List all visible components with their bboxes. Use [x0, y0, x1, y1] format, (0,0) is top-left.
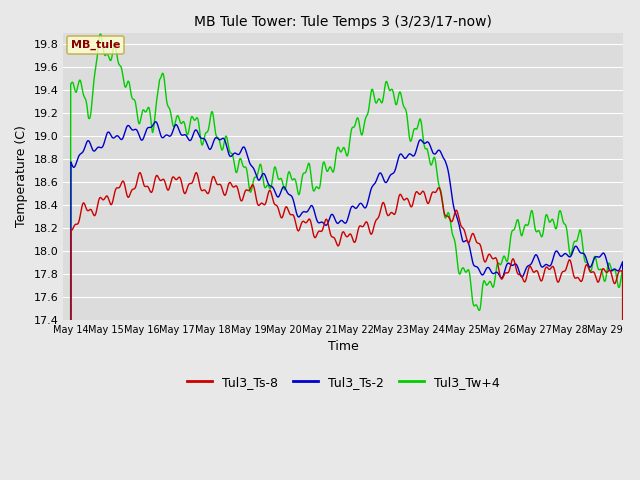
Y-axis label: Temperature (C): Temperature (C) [15, 125, 28, 228]
X-axis label: Time: Time [328, 340, 358, 353]
Title: MB Tule Tower: Tule Temps 3 (3/23/17-now): MB Tule Tower: Tule Temps 3 (3/23/17-now… [194, 15, 492, 29]
Legend: Tul3_Ts-8, Tul3_Ts-2, Tul3_Tw+4: Tul3_Ts-8, Tul3_Ts-2, Tul3_Tw+4 [182, 371, 504, 394]
